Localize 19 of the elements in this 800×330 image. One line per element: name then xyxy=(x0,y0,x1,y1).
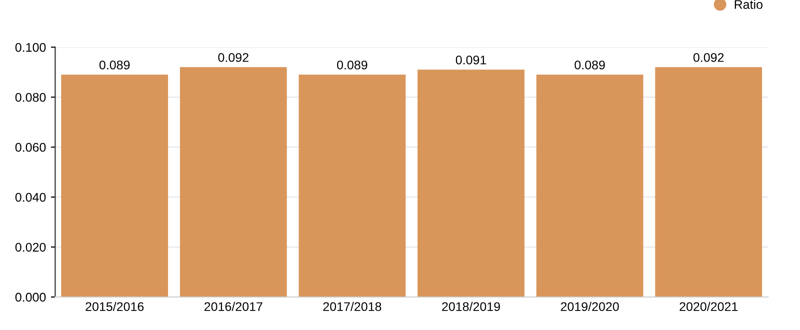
y-tick-label: 0.060 xyxy=(15,142,46,152)
legend-label: Ratio xyxy=(734,0,762,9)
data-label: 0.089 xyxy=(574,60,605,70)
x-tick-label: 2017/2018 xyxy=(323,302,382,312)
data-label: 0.089 xyxy=(99,60,130,70)
data-label: 0.092 xyxy=(693,53,724,62)
x-tick-label: 2015/2016 xyxy=(86,302,144,312)
y-tick-label: 0.040 xyxy=(15,192,46,202)
data-label: 0.092 xyxy=(218,53,248,62)
y-tick-label: 0.020 xyxy=(15,242,46,252)
data-label: 0.089 xyxy=(337,60,368,70)
x-tick-label: 2018/2019 xyxy=(442,302,500,312)
x-tick-label: 2016/2017 xyxy=(204,302,262,312)
x-tick-label: 2019/2020 xyxy=(560,302,619,312)
y-tick-label: 0.000 xyxy=(15,292,46,302)
data-label: 0.091 xyxy=(456,56,486,64)
x-tick-label: 2020/2021 xyxy=(680,302,738,312)
y-tick-label: 0.080 xyxy=(15,92,46,102)
y-tick-label: 0.100 xyxy=(15,42,46,52)
